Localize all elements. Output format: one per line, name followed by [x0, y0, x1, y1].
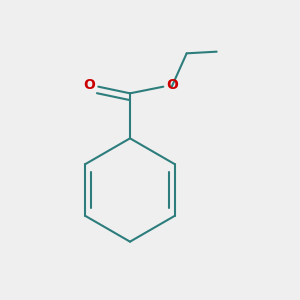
Text: O: O [167, 78, 178, 92]
Text: O: O [83, 78, 95, 92]
